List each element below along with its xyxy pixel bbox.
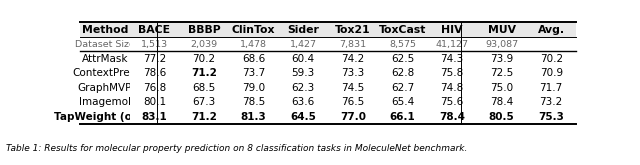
Text: Table 1: Results for molecular property prediction on 8 classification tasks in : Table 1: Results for molecular property … [6,144,468,153]
